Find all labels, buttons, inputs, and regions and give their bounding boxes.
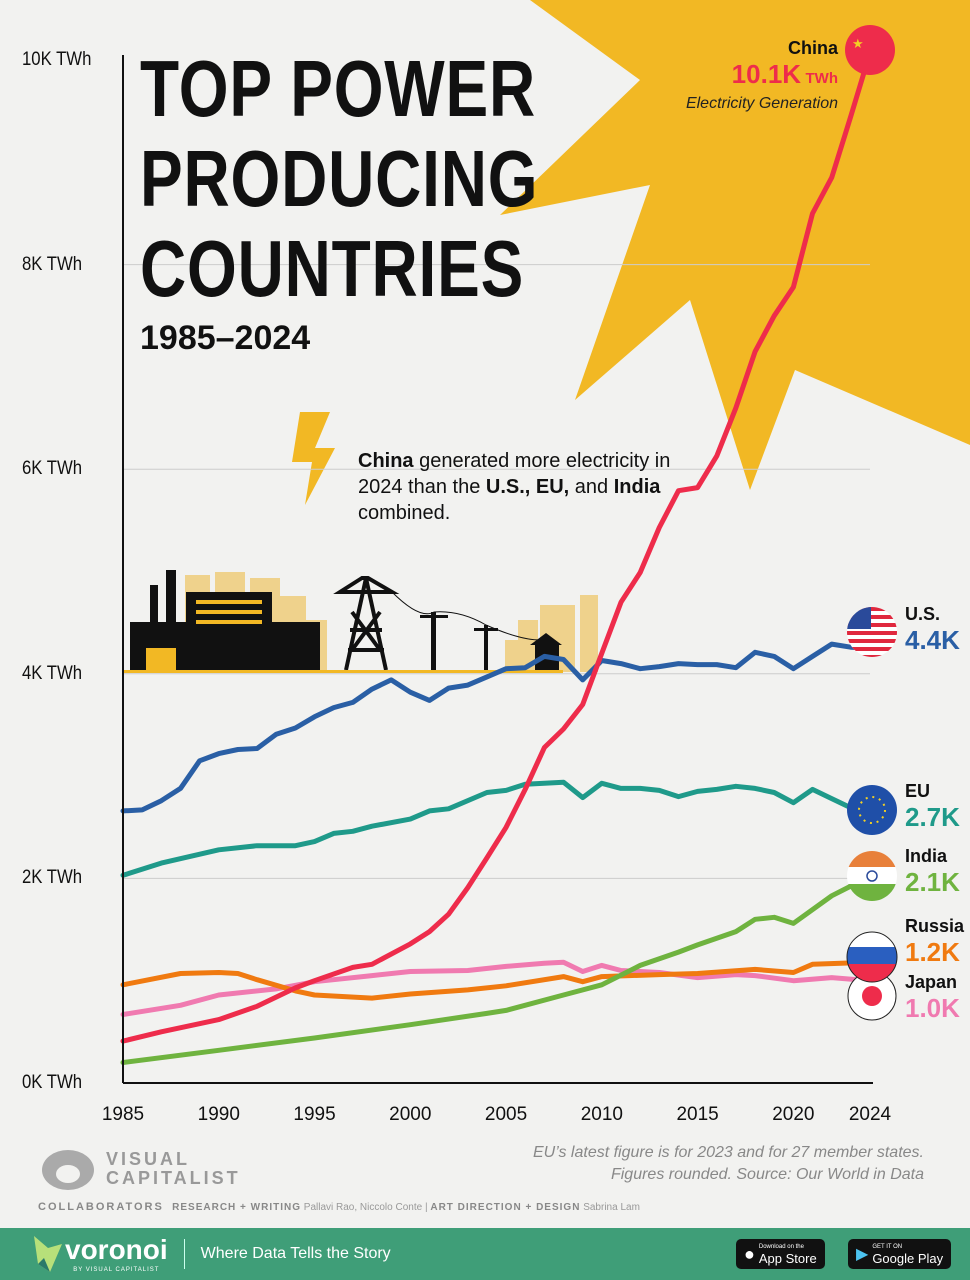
china-value: 10.1K xyxy=(731,59,802,89)
google-play-button[interactable]: ▶ GET IT ON Google Play xyxy=(848,1239,952,1269)
us-flag-icon xyxy=(847,607,897,657)
y-tick-label: 4K TWh xyxy=(22,662,83,684)
annotation-text: combined. xyxy=(358,502,451,524)
x-tick-label: 2005 xyxy=(484,1104,528,1125)
country-name: U.S. xyxy=(905,604,941,624)
china-caption: Electricity Generation xyxy=(685,95,838,112)
y-tick-label: 6K TWh xyxy=(22,458,83,480)
play-icon: ▶ xyxy=(856,1246,869,1263)
series-line-china xyxy=(120,50,873,1044)
vc-logo-icon xyxy=(42,1150,94,1190)
russia-flag-icon xyxy=(846,931,898,983)
title-line: COUNTRIES xyxy=(140,224,525,313)
x-tick-label: 1990 xyxy=(197,1104,240,1125)
y-tick-label: 10K TWh xyxy=(22,49,92,70)
title-line: TOP POWER xyxy=(140,44,537,133)
app-store-small: Download on the xyxy=(758,1243,804,1250)
country-value: 2.1K xyxy=(905,867,960,897)
country-name: EU xyxy=(905,781,931,801)
footnote-line: EU’s latest figure is for 2023 and for 2… xyxy=(532,1144,924,1161)
flags: ★ xyxy=(845,25,898,1021)
country-label: EU 2.7K xyxy=(905,781,967,832)
country-name: India xyxy=(905,846,948,866)
country-name: Japan xyxy=(905,972,958,992)
country-name: Russia xyxy=(905,916,965,936)
japan-flag-icon xyxy=(847,971,897,1021)
x-tick-label: 2020 xyxy=(772,1104,815,1125)
country-label: Russia 1.2K xyxy=(905,916,967,967)
annotation: China generated more electricity in 2024… xyxy=(358,448,688,526)
visual-capitalist-logo: VISUAL CAPITALIST xyxy=(38,1146,241,1192)
x-tick-label: 2024 xyxy=(848,1104,892,1125)
country-label: U.S. 4.4K xyxy=(905,604,967,655)
credits: COLLABORATORS RESEARCH + WRITING Pallavi… xyxy=(38,1201,640,1213)
annotation-text: generated more electricity in 2024 than … xyxy=(358,450,671,498)
annotation-bold: U.S., EU, xyxy=(485,476,570,498)
research-names: Pallavi Rao, Niccolo Conte xyxy=(303,1202,423,1213)
google-play-small: GET IT ON xyxy=(872,1243,903,1250)
credits-separator: | xyxy=(424,1202,428,1213)
china-flag-icon: ★ xyxy=(845,25,895,75)
series-line-eu xyxy=(120,779,854,878)
annotation-text: and xyxy=(569,476,614,498)
india-flag-icon xyxy=(847,851,897,901)
design-label: ART DIRECTION + DESIGN xyxy=(430,1202,581,1213)
app-store-label: App Store xyxy=(758,1250,817,1266)
google-play-label: Google Play xyxy=(872,1250,944,1266)
y-tick-label: 2K TWh xyxy=(22,867,83,889)
subtitle: 1985–2024 xyxy=(140,319,311,357)
annotation-bold: China xyxy=(358,450,414,472)
tagline: Where Data Tells the Story xyxy=(200,1245,391,1262)
y-tick-label: 0K TWh xyxy=(22,1072,83,1093)
footnote: EU’s latest figure is for 2023 and for 2… xyxy=(533,1142,924,1186)
country-label: India 2.1K xyxy=(905,846,967,897)
series-line-russia xyxy=(120,959,873,1001)
voronoi-logo[interactable]: voronoi xyxy=(65,1234,168,1265)
research-label: RESEARCH + WRITING xyxy=(172,1202,301,1213)
voronoi-logo-icon xyxy=(34,1236,62,1272)
china-name: China xyxy=(787,38,838,58)
x-tick-label: 2010 xyxy=(580,1104,623,1125)
apple-icon: ● xyxy=(744,1243,755,1264)
svg-text:★: ★ xyxy=(852,36,864,51)
country-value: 1.0K xyxy=(905,993,960,1023)
title-line: PRODUCING xyxy=(140,134,539,223)
divider xyxy=(183,1239,185,1269)
y-tick-label: 8K TWh xyxy=(22,253,83,275)
voronoi-sub: BY VISUAL CAPITALIST xyxy=(73,1267,160,1273)
country-label: Japan 1.0K xyxy=(905,972,967,1023)
eu-flag-icon xyxy=(847,785,897,835)
x-tick-label: 1995 xyxy=(293,1104,336,1125)
series-line-india xyxy=(120,873,873,1065)
country-value: 1.2K xyxy=(905,937,960,967)
chart-title: TOP POWER PRODUCING COUNTRIES xyxy=(140,44,538,314)
country-value: 2.7K xyxy=(905,802,960,832)
credits-label: COLLABORATORS xyxy=(38,1201,164,1213)
brand-line: CAPITALIST xyxy=(106,1168,241,1188)
annotation-bold: India xyxy=(613,476,661,498)
footnote-line: Figures rounded. Source: Our World in Da… xyxy=(610,1166,924,1183)
china-unit: TWh xyxy=(805,70,838,87)
country-value: 4.4K xyxy=(905,625,960,655)
app-store-button[interactable]: ● Download on the App Store xyxy=(736,1239,825,1269)
china-callout: China 10.1K TWh Electricity Generation xyxy=(686,38,838,114)
lightning-icon xyxy=(292,412,335,505)
sun-shape xyxy=(500,0,970,490)
city-illustration xyxy=(123,570,598,673)
series-line-us xyxy=(120,641,873,814)
design-names: Sabrina Lam xyxy=(583,1202,640,1213)
x-tick-label: 2000 xyxy=(389,1104,432,1125)
voronoi-logo-block: voronoi BY VISUAL CAPITALIST xyxy=(65,1234,168,1274)
x-tick-label: 2015 xyxy=(676,1104,719,1125)
x-tick-label: 1985 xyxy=(101,1104,145,1125)
brand-line: VISUAL xyxy=(106,1149,191,1169)
footer-bar: voronoi BY VISUAL CAPITALIST Where Data … xyxy=(0,1228,970,1280)
